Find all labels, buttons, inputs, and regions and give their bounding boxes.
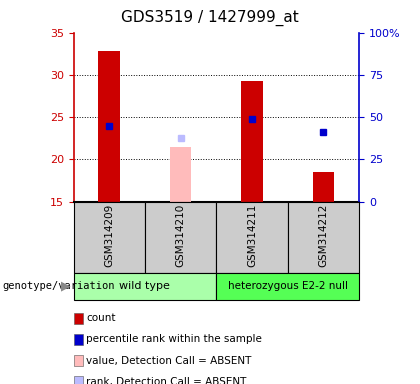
Bar bbox=[145, 202, 216, 273]
Bar bbox=[74, 202, 145, 273]
Bar bbox=[216, 202, 288, 273]
Text: value, Detection Call = ABSENT: value, Detection Call = ABSENT bbox=[86, 356, 252, 366]
Text: GSM314211: GSM314211 bbox=[247, 204, 257, 267]
Text: GSM314212: GSM314212 bbox=[318, 204, 328, 267]
Text: heterozygous E2-2 null: heterozygous E2-2 null bbox=[228, 281, 348, 291]
Bar bbox=[98, 51, 120, 202]
Bar bbox=[216, 273, 359, 300]
Text: rank, Detection Call = ABSENT: rank, Detection Call = ABSENT bbox=[86, 377, 247, 384]
Text: count: count bbox=[86, 313, 116, 323]
Text: GDS3519 / 1427999_at: GDS3519 / 1427999_at bbox=[121, 10, 299, 26]
Text: ▶: ▶ bbox=[61, 280, 71, 293]
Bar bbox=[241, 81, 263, 202]
Text: GSM314209: GSM314209 bbox=[104, 204, 114, 267]
Bar bbox=[312, 172, 334, 202]
Text: percentile rank within the sample: percentile rank within the sample bbox=[86, 334, 262, 344]
Text: wild type: wild type bbox=[119, 281, 171, 291]
Text: genotype/variation: genotype/variation bbox=[2, 281, 115, 291]
Bar bbox=[288, 202, 359, 273]
Bar bbox=[170, 147, 191, 202]
Bar bbox=[74, 273, 216, 300]
Text: GSM314210: GSM314210 bbox=[176, 204, 186, 267]
